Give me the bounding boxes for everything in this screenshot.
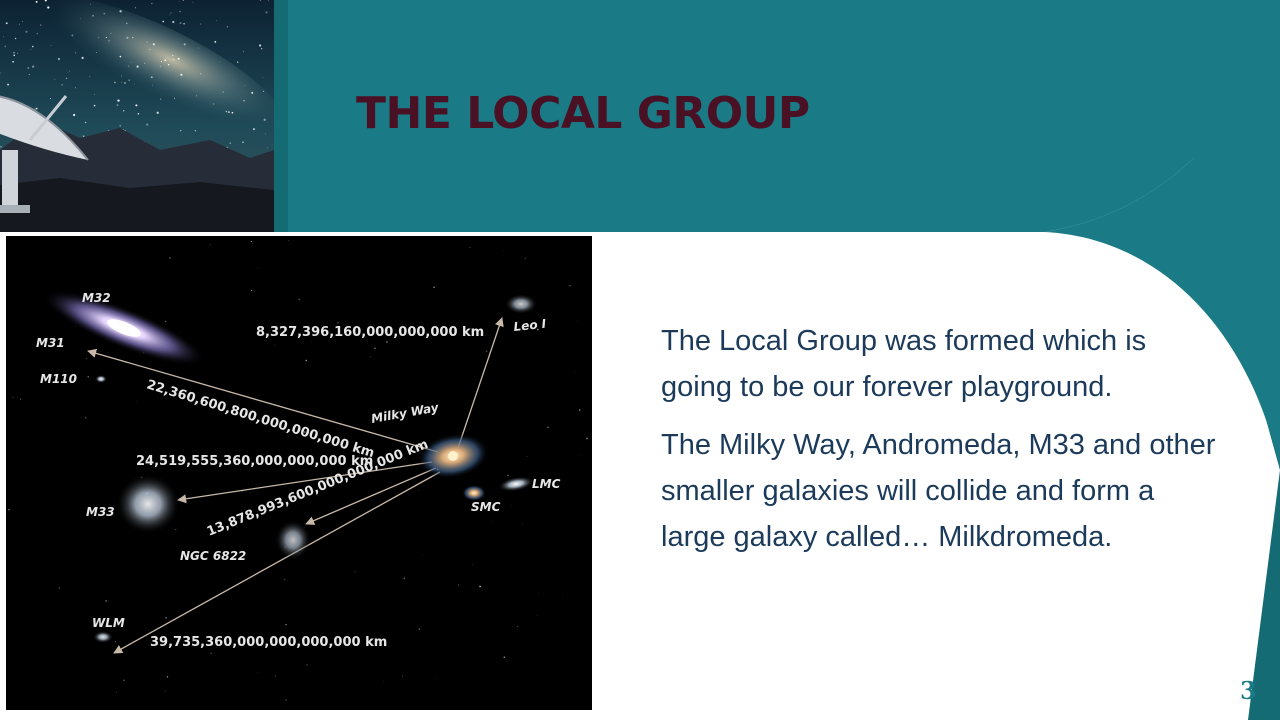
wlm-galaxy: [93, 631, 113, 643]
label-m110: M110: [40, 372, 77, 386]
paragraph-milkdromeda: The Milky Way, Andromeda, M33 and other …: [661, 422, 1221, 560]
distance-wlm: 39,735,360,000,000,000,000 km: [150, 635, 387, 650]
label-smc: SMC: [471, 500, 501, 514]
paragraph-formation: The Local Group was formed which is goin…: [661, 318, 1221, 410]
distance-m33: 24,519,555,360,000,000,000 km: [136, 454, 373, 469]
page-number: 3: [1240, 676, 1257, 705]
smc-galaxy: [462, 485, 486, 501]
label-m31: M31: [36, 336, 65, 350]
night-sky-photo: [0, 0, 274, 232]
body-text: The Local Group was formed which is goin…: [661, 318, 1221, 572]
m33-galaxy: [116, 474, 180, 534]
teal-divider: [274, 0, 288, 232]
m110-galaxy: [95, 375, 107, 383]
local-group-galaxy-map: M32 M31 M110 Leo I Milky Way LMC SMC M33…: [6, 236, 592, 710]
leo1-galaxy: [505, 294, 537, 314]
slide-title: THE LOCAL GROUP: [356, 88, 810, 139]
label-ngc6822: NGC 6822: [180, 549, 246, 563]
ngc6822-galaxy: [275, 520, 311, 560]
distance-leo1: 8,327,396,160,000,000,000 km: [256, 325, 484, 340]
label-m33: M33: [86, 505, 115, 519]
label-lmc: LMC: [532, 477, 561, 491]
label-wlm: WLM: [92, 616, 125, 630]
label-m32: M32: [82, 291, 111, 305]
